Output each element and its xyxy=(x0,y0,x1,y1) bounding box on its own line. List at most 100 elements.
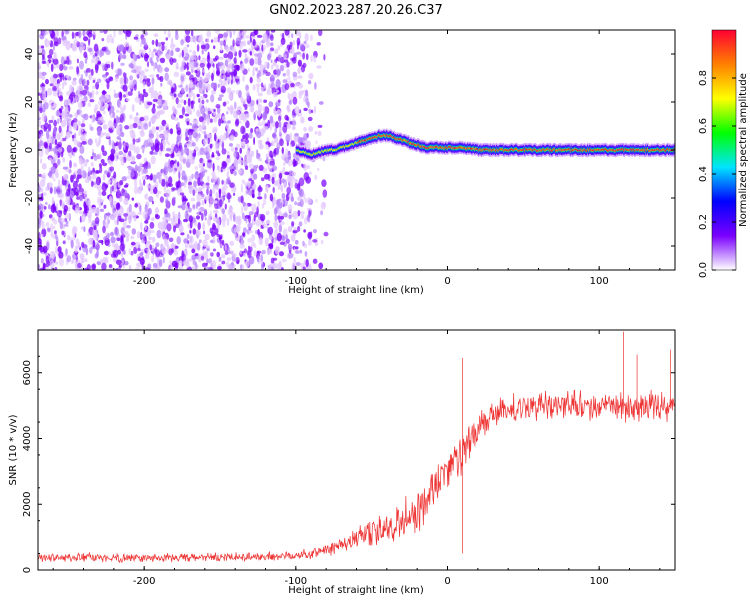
heatmap-cell xyxy=(148,133,155,139)
heatmap-cell xyxy=(95,90,99,96)
heatmap-ridge-cell xyxy=(616,148,618,151)
heatmap-cell xyxy=(242,201,246,207)
heatmap-cell xyxy=(130,241,136,246)
heatmap-cell xyxy=(168,158,171,166)
heatmap-ridge-cell xyxy=(394,137,396,140)
heatmap-cell xyxy=(91,90,95,95)
heatmap-cell xyxy=(202,90,205,95)
heatmap-cell xyxy=(252,68,255,77)
heatmap-cell xyxy=(38,173,42,177)
heatmap-cell xyxy=(160,225,165,233)
heatmap-cell xyxy=(241,112,247,121)
heatmap-cell xyxy=(59,184,62,191)
heatmap-cell xyxy=(163,215,168,225)
heatmap-ridge-cell xyxy=(454,147,456,150)
heatmap-ridge-cell xyxy=(390,134,393,137)
heatmap-cell xyxy=(110,231,114,237)
heatmap-cell xyxy=(255,83,261,87)
heatmap-cell xyxy=(97,140,101,146)
heatmap-cell xyxy=(53,186,57,195)
heatmap-cell xyxy=(255,67,258,72)
heatmap-cell xyxy=(87,32,93,38)
heatmap-cell xyxy=(164,238,169,247)
heatmap-ridge-cell xyxy=(366,138,369,141)
heatmap-cell xyxy=(267,53,271,61)
heatmap-cell xyxy=(244,113,250,119)
heatmap-ridge-cell xyxy=(403,139,405,141)
heatmap-cell xyxy=(234,101,237,110)
heatmap-cell xyxy=(214,200,218,204)
heatmap-cell xyxy=(248,230,253,234)
heatmap-cell xyxy=(186,121,190,126)
heatmap-cell xyxy=(251,203,257,212)
heatmap-ridge-cell xyxy=(350,143,352,146)
heatmap-ridge-cell xyxy=(302,150,304,153)
heatmap-cell xyxy=(143,75,147,80)
heatmap-cell xyxy=(296,202,302,207)
heatmap-cell xyxy=(313,229,317,234)
heatmap-ridge-cell xyxy=(613,149,615,152)
heatmap-ridge-cell xyxy=(338,146,341,149)
heatmap-cell xyxy=(165,176,169,182)
heatmap-ridge-cell xyxy=(482,149,484,152)
heatmap-cell xyxy=(212,57,218,62)
heatmap-ridge-cell xyxy=(638,148,640,151)
heatmap-cell xyxy=(241,205,244,214)
heatmap-ridge-cell xyxy=(311,154,313,157)
heatmap-ridge-cell xyxy=(621,148,624,151)
heatmap-cell xyxy=(170,153,175,159)
heatmap-ridge-cell xyxy=(397,138,400,141)
heatmap-cell xyxy=(175,97,179,105)
heatmap-ridge-cell xyxy=(352,143,354,145)
heatmap-cell xyxy=(187,128,194,136)
heatmap-cell xyxy=(105,95,111,104)
heatmap-ridge-cell xyxy=(391,136,393,138)
heatmap-cell xyxy=(173,168,176,175)
heatmap-ridge-cell xyxy=(385,133,388,136)
heatmap-ridge-cell xyxy=(648,149,651,152)
heatmap-cell xyxy=(207,71,211,80)
heatmap-cell xyxy=(168,33,171,37)
heatmap-ridge-cell xyxy=(306,153,309,155)
heatmap-cell xyxy=(113,93,120,99)
heatmap-ridge-cell xyxy=(531,149,534,152)
heatmap-cell xyxy=(52,85,57,91)
heatmap-ridge-cell xyxy=(535,148,537,151)
heatmap-cell xyxy=(269,122,273,131)
heatmap-cell xyxy=(277,215,281,220)
heatmap-cell xyxy=(38,120,42,128)
heatmap-cell xyxy=(279,221,285,226)
heatmap-cell xyxy=(46,60,50,66)
heatmap-cell xyxy=(184,30,191,36)
heatmap-ridge-cell xyxy=(580,148,583,151)
heatmap-cell xyxy=(92,85,96,89)
heatmap-cell xyxy=(101,46,107,52)
heatmap-cell xyxy=(130,80,133,90)
heatmap-cell xyxy=(104,103,109,109)
heatmap-cell xyxy=(92,79,96,84)
heatmap-cell xyxy=(155,213,159,218)
heatmap-cell xyxy=(302,266,306,270)
heatmap-ridge-cell xyxy=(595,148,597,151)
heatmap-cell xyxy=(202,222,206,231)
heatmap-ridge-cell xyxy=(420,145,423,147)
heatmap-ridge-cell xyxy=(339,146,342,149)
heatmap-cell xyxy=(87,176,92,182)
heatmap-ridge-cell xyxy=(643,149,646,152)
heatmap-cell xyxy=(49,147,54,152)
heatmap-cell xyxy=(140,70,145,77)
heatmap-ridge-cell xyxy=(603,149,605,152)
heatmap-cell xyxy=(141,239,144,243)
heatmap-ridge-cell xyxy=(513,149,515,152)
heatmap-cell xyxy=(165,189,171,198)
heatmap-cell xyxy=(72,226,78,234)
heatmap-cell xyxy=(41,61,47,64)
heatmap-cell xyxy=(308,209,311,218)
heatmap-ridge-cell xyxy=(611,149,614,152)
heatmap-cell xyxy=(157,98,162,106)
heatmap-cell xyxy=(218,134,225,144)
heatmap-cell xyxy=(276,262,282,270)
heatmap-cell xyxy=(131,69,137,73)
heatmap-cell xyxy=(83,226,86,233)
heatmap-cell xyxy=(236,65,240,72)
